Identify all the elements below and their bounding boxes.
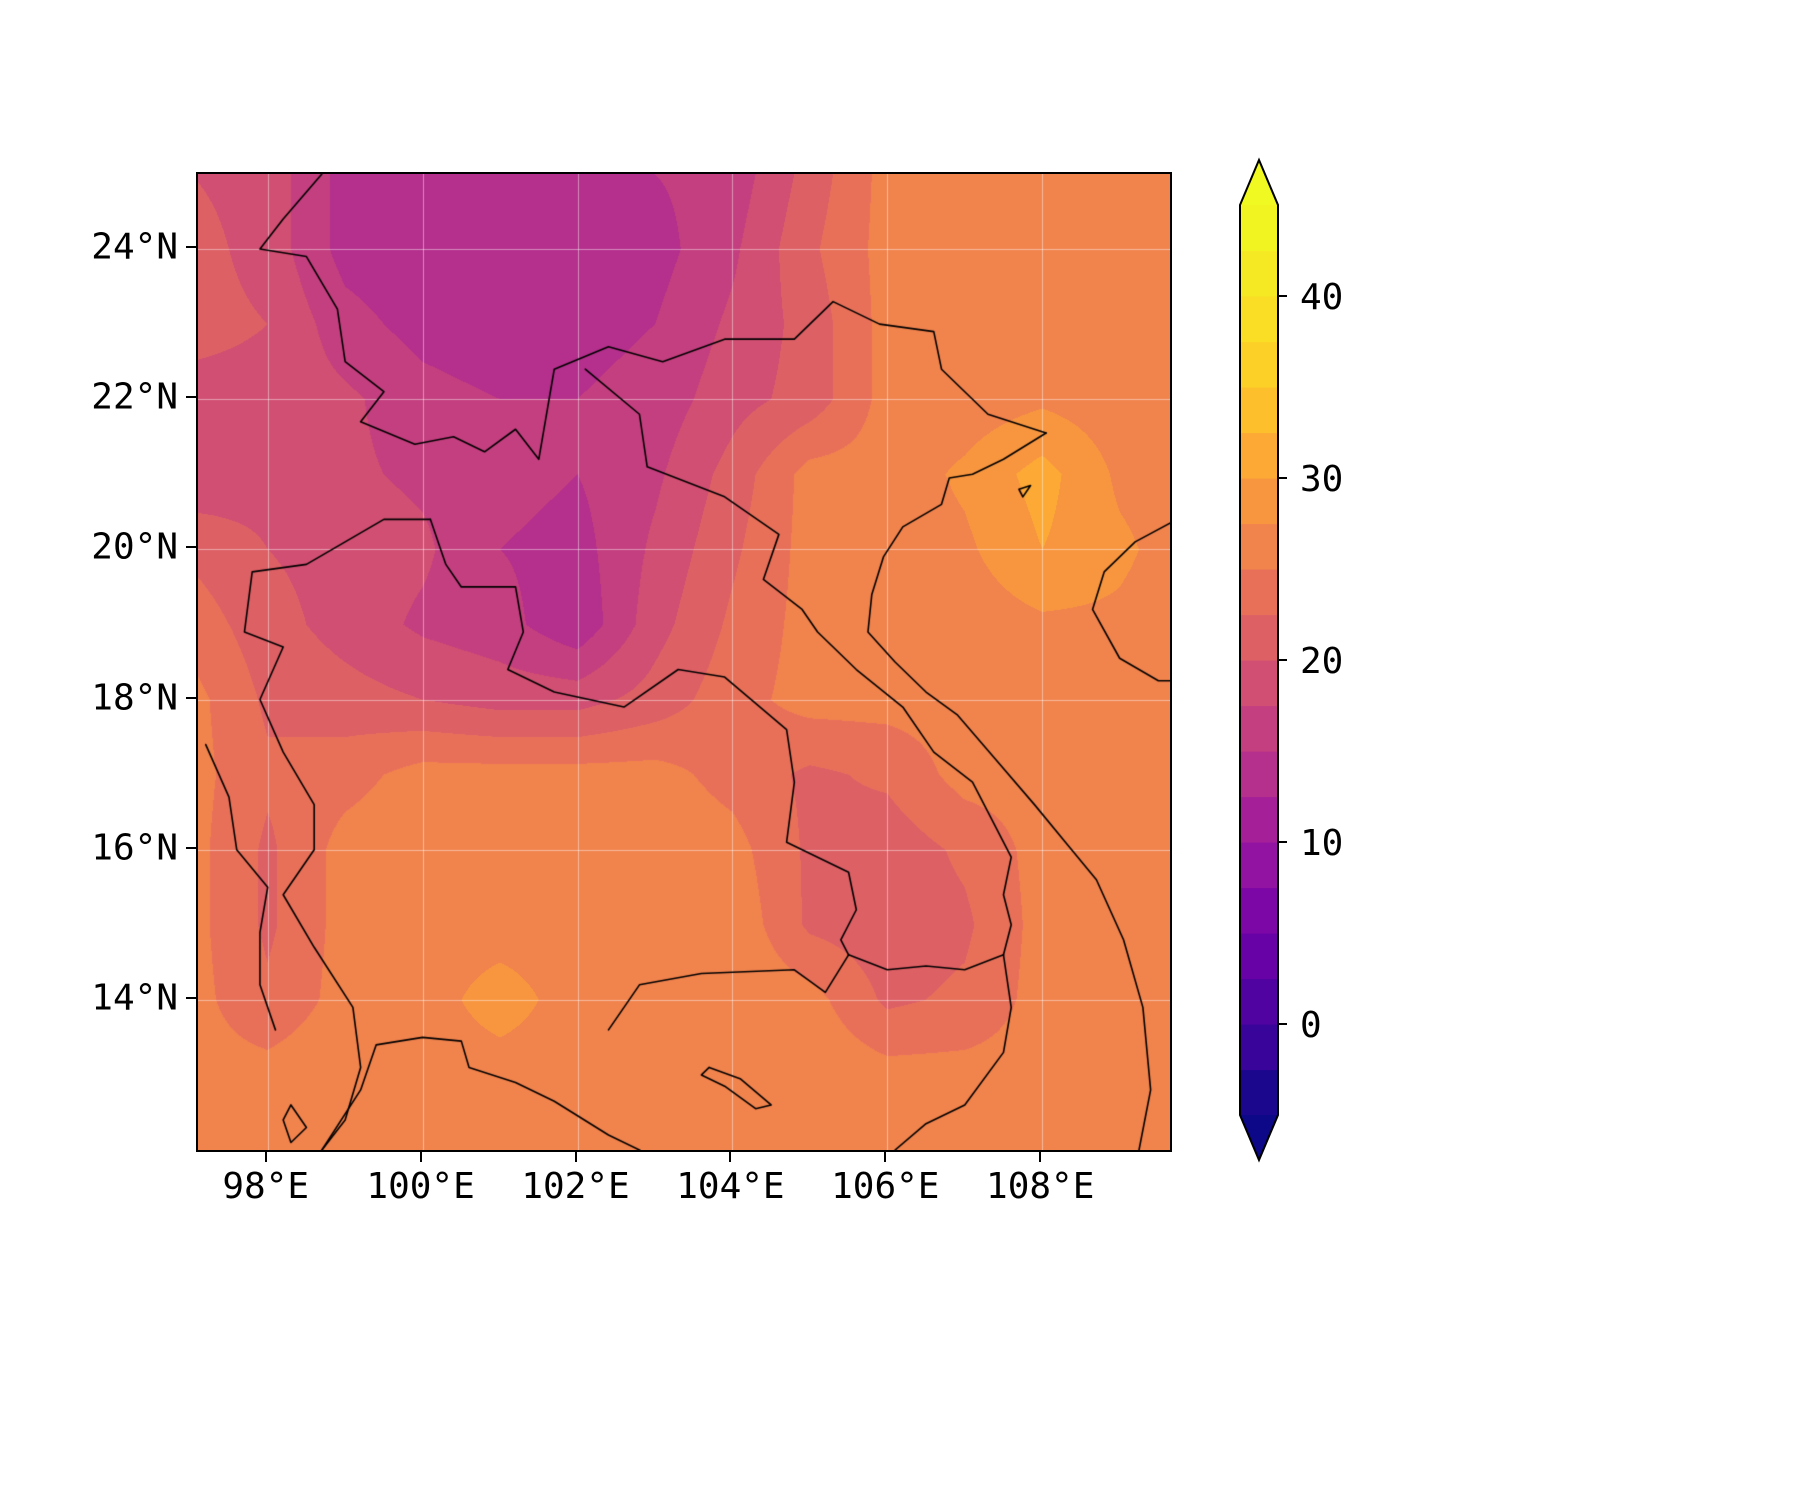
x-tick-mark <box>264 1152 267 1162</box>
y-tick-label: 22°N <box>91 376 178 418</box>
colorbar: 0 10 20 30 40 <box>1239 157 1343 1163</box>
x-tick-mark <box>1039 1152 1042 1162</box>
colorbar-extend-over <box>1240 160 1278 205</box>
y-tick-label: 20°N <box>91 526 178 568</box>
y-tick-label: 18°N <box>91 677 178 719</box>
colorbar-tick-label: 40 <box>1300 277 1343 318</box>
colorbar-band <box>1240 387 1278 434</box>
colorbar-band <box>1240 978 1278 1025</box>
colorbar-band <box>1240 705 1278 752</box>
y-tick-label: 14°N <box>91 977 178 1019</box>
y-tick-mark <box>186 396 196 399</box>
x-tick-label: 108°E <box>986 1166 1095 1207</box>
colorbar-band <box>1240 478 1278 525</box>
colorbar-band <box>1240 751 1278 798</box>
colorbar-band <box>1240 1024 1278 1071</box>
x-tick-label: 100°E <box>366 1166 475 1207</box>
x-tick-mark <box>419 1152 422 1162</box>
temperature-heatmap-canvas <box>198 174 1170 1150</box>
colorbar-band <box>1240 887 1278 934</box>
x-tick-mark <box>884 1152 887 1162</box>
x-tick-mark <box>574 1152 577 1162</box>
colorbar-outline <box>1239 157 1279 1163</box>
colorbar-band <box>1240 205 1278 252</box>
colorbar-band <box>1240 523 1278 570</box>
colorbar-extend-under <box>1240 1115 1278 1160</box>
y-tick-mark <box>186 996 196 999</box>
colorbar-band <box>1240 341 1278 388</box>
colorbar-tick-label: 0 <box>1300 1005 1322 1046</box>
y-tick-mark <box>186 246 196 249</box>
x-tick-label: 104°E <box>676 1166 785 1207</box>
colorbar-tick-label: 20 <box>1300 641 1343 682</box>
map-axes <box>196 172 1172 1152</box>
y-tick-label: 24°N <box>91 226 178 268</box>
colorbar-band <box>1240 569 1278 616</box>
colorbar-band <box>1240 250 1278 297</box>
colorbar-tick-label: 30 <box>1300 459 1343 500</box>
colorbar-band <box>1240 796 1278 843</box>
colorbar-band <box>1240 1069 1278 1116</box>
y-tick-mark <box>186 546 196 549</box>
y-tick-label: 16°N <box>91 827 178 869</box>
y-tick-mark <box>186 846 196 849</box>
x-tick-label: 102°E <box>521 1166 630 1207</box>
colorbar-band <box>1240 432 1278 479</box>
colorbar-band <box>1240 842 1278 889</box>
x-tick-label: 98°E <box>222 1166 310 1207</box>
y-tick-mark <box>186 696 196 699</box>
colorbar-tick-label: 10 <box>1300 823 1343 864</box>
colorbar-band <box>1240 933 1278 980</box>
x-tick-label: 106°E <box>831 1166 940 1207</box>
x-tick-mark <box>729 1152 732 1162</box>
colorbar-band <box>1240 614 1278 661</box>
colorbar-band <box>1240 660 1278 707</box>
colorbar-band <box>1240 296 1278 343</box>
